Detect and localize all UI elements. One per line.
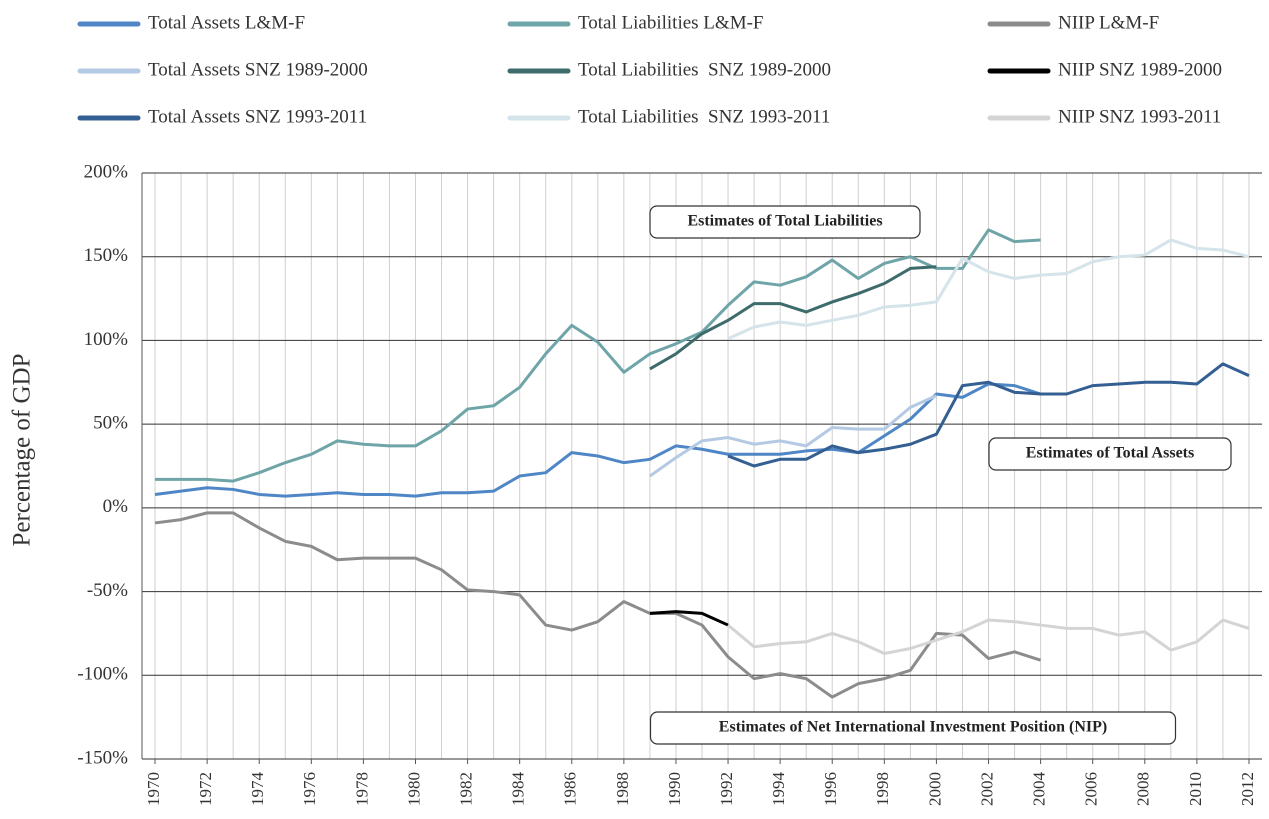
series-line: [727, 618, 1250, 656]
y-tick-label: 200%: [84, 161, 129, 182]
x-tick-label: 1996: [821, 772, 840, 806]
y-tick-label: -150%: [77, 747, 128, 768]
series-line: [727, 362, 1250, 468]
legend-label: Total Assets L&M-F: [148, 12, 305, 33]
annotation: Estimates of Total Assets: [1026, 445, 1194, 462]
annotation-box: [988, 437, 1232, 471]
series-line: [727, 238, 1250, 341]
legend-label: Total Assets SNZ 1993-2011: [148, 106, 367, 127]
x-tick-label: 1992: [717, 772, 736, 806]
x-tick-label: 1986: [561, 772, 580, 806]
x-tick-label: 1976: [300, 772, 319, 806]
x-tick-label: 1984: [509, 772, 528, 807]
x-tick-label: 2002: [977, 772, 996, 806]
legend-label: NIIP L&M-F: [1058, 12, 1159, 33]
x-tick-label: 2000: [925, 772, 944, 806]
series-line: [154, 382, 1042, 498]
y-axis-label: Percentage of GDP: [9, 354, 36, 547]
legend-label: Total Assets SNZ 1989-2000: [148, 59, 368, 80]
x-tick-label: 2012: [1238, 772, 1257, 806]
series-line: [154, 511, 1042, 699]
y-tick-label: 50%: [93, 413, 128, 434]
x-tick-label: 1990: [665, 772, 684, 806]
y-tick-label: 150%: [84, 245, 129, 266]
y-tick-label: 0%: [103, 496, 129, 517]
y-tick-label: -100%: [77, 664, 128, 685]
series-line: [649, 394, 938, 478]
legend-label: NIIP SNZ 1993-2011: [1058, 106, 1221, 127]
annotation-box: [649, 711, 1177, 745]
legend-label: Total Liabilities SNZ 1989-2000: [578, 59, 831, 80]
x-tick-label: 1998: [873, 772, 892, 806]
x-tick-label: 2008: [1134, 772, 1153, 806]
series-line: [649, 610, 729, 627]
annotation: Estimates of Total Liabilities: [687, 213, 882, 230]
x-tick-label: 1980: [404, 772, 423, 806]
annotation-box: [649, 205, 921, 239]
legend-label: NIIP SNZ 1989-2000: [1058, 59, 1222, 80]
series-line: [649, 265, 937, 371]
x-tick-label: 1970: [144, 772, 163, 806]
annotation: Estimates of Net International Investmen…: [719, 719, 1107, 736]
x-tick-label: 2004: [1030, 772, 1049, 807]
y-tick-label: -50%: [87, 580, 128, 601]
series-line: [155, 228, 1041, 483]
x-tick-label: 1982: [456, 772, 475, 806]
y-tick-label: 100%: [84, 329, 129, 350]
legend-label: Total Liabilities SNZ 1993-2011: [578, 106, 830, 127]
x-tick-label: 1988: [613, 772, 632, 806]
x-tick-label: 1974: [248, 772, 267, 807]
x-tick-label: 2010: [1186, 772, 1205, 806]
legend-label: Total Liabilities L&M-F: [578, 12, 763, 33]
x-tick-label: 1972: [196, 772, 215, 806]
x-tick-label: 1978: [352, 772, 371, 806]
x-tick-label: 2006: [1082, 772, 1101, 806]
x-tick-label: 1994: [769, 772, 788, 807]
